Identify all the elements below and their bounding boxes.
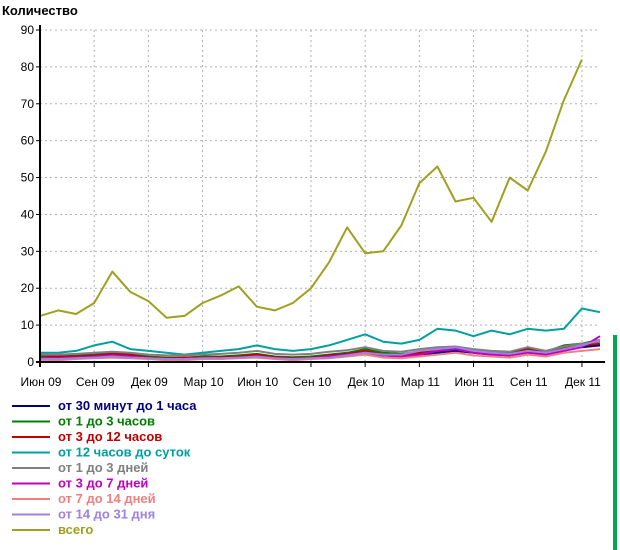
y-tick-label: 90 bbox=[21, 23, 35, 37]
y-axis-label: Количество bbox=[2, 3, 78, 18]
x-tick-label: Сен 10 bbox=[293, 375, 332, 389]
legend-label: от 1 до 3 часов bbox=[58, 414, 155, 429]
series-line bbox=[40, 307, 601, 356]
y-tick-label: 0 bbox=[27, 355, 34, 369]
grid bbox=[40, 29, 600, 362]
x-tick-label: Дек 09 bbox=[131, 375, 168, 389]
y-ticks: 0 10 20 30 40 50 60 70 80 90 bbox=[21, 23, 40, 369]
x-tick-label: Сен 11 bbox=[510, 375, 548, 389]
x-tick-label: Мар 10 bbox=[183, 375, 223, 389]
y-tick-label: 70 bbox=[21, 97, 35, 111]
legend-label: от 7 до 14 дней bbox=[58, 491, 156, 506]
y-tick-label: 60 bbox=[21, 134, 35, 148]
y-tick-label: 10 bbox=[21, 318, 35, 332]
series-line bbox=[39, 59, 583, 319]
legend-label: от 14 до 31 дня bbox=[58, 507, 155, 522]
edge-bar bbox=[613, 335, 617, 550]
series-lines bbox=[39, 59, 601, 362]
legend-label: от 1 до 3 дней bbox=[58, 460, 148, 475]
x-tick-label: Дек 10 bbox=[348, 375, 385, 389]
x-tick-label: Июн 09 bbox=[21, 375, 62, 389]
x-tick-label: Мар 11 bbox=[401, 375, 441, 389]
series-line bbox=[40, 338, 601, 360]
x-tick-label: Июн 10 bbox=[237, 375, 278, 389]
y-tick-label: 40 bbox=[21, 207, 35, 221]
y-tick-label: 50 bbox=[21, 171, 35, 185]
x-tick-label: Дек 11 bbox=[565, 375, 601, 389]
axes bbox=[36, 25, 605, 367]
x-tick-label: Июн 11 bbox=[455, 375, 495, 389]
legend-label: от 3 до 7 дней bbox=[58, 476, 148, 491]
legend-label: от 3 до 12 часов bbox=[58, 429, 162, 444]
legend-label: от 30 минут до 1 часа bbox=[58, 398, 197, 413]
x-tick-label: Сен 09 bbox=[76, 375, 115, 389]
legend-label: всего bbox=[58, 522, 93, 537]
legend-label: от 12 часов до суток bbox=[58, 445, 191, 460]
x-ticks: Июн 09 Сен 09 Дек 09 Мар 10 Июн 10 Сен 10 Дек … bbox=[21, 362, 601, 389]
y-tick-label: 30 bbox=[21, 244, 35, 258]
y-tick-label: 80 bbox=[21, 60, 35, 74]
series-line bbox=[40, 340, 601, 357]
y-tick-label: 20 bbox=[21, 281, 35, 295]
